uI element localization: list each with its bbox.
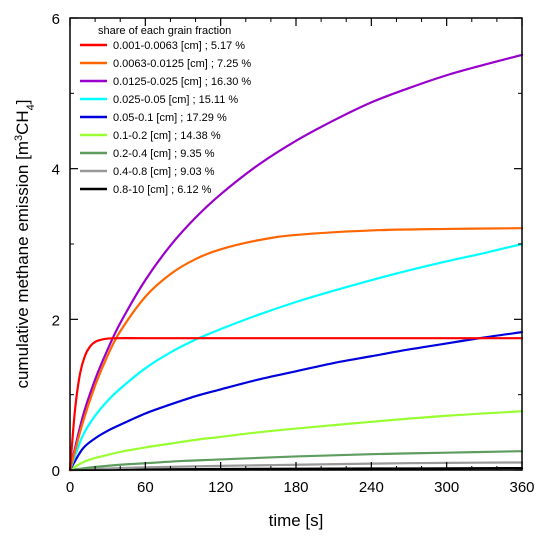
x-tick-label-0: 0 bbox=[66, 479, 74, 496]
x-tick-label-2: 120 bbox=[208, 479, 233, 496]
series-line-5 bbox=[68, 331, 524, 472]
y-tick-label-0: 0 bbox=[52, 463, 60, 480]
y-axis-title-part-2: CH bbox=[13, 110, 32, 135]
y-axis-title-part-3: ] bbox=[13, 99, 32, 104]
x-tick-label-4: 240 bbox=[359, 479, 384, 496]
x-tick-label-5: 300 bbox=[434, 479, 459, 496]
x-tick-label-1: 60 bbox=[137, 479, 154, 496]
series-line-3 bbox=[68, 53, 524, 472]
y-tick-label-1: 2 bbox=[52, 312, 60, 329]
series-line-2 bbox=[68, 227, 524, 472]
x-tick-label-3: 180 bbox=[283, 479, 308, 496]
legend-label-9: 0.8-10 [cm] ; 6.12 % bbox=[113, 184, 212, 196]
y-axis-title-sub-4: 4 bbox=[25, 104, 37, 110]
legend-label-3: 0.0125-0.025 [cm] ; 16.30 % bbox=[113, 76, 251, 88]
y-axis-title: cumulative methane emission [m3CH4] bbox=[13, 99, 37, 388]
series-line-7 bbox=[68, 450, 524, 472]
legend-title: share of each grain fraction bbox=[98, 25, 231, 37]
x-axis-title: time [s] bbox=[269, 511, 324, 530]
legend-label-7: 0.2-0.4 [cm] ; 9.35 % bbox=[113, 148, 215, 160]
series-line-4 bbox=[68, 242, 524, 472]
y-tick-label-2: 4 bbox=[52, 162, 60, 179]
series-line-6 bbox=[68, 410, 524, 472]
legend-label-8: 0.4-0.8 [cm] ; 9.03 % bbox=[113, 166, 215, 178]
series-line-1 bbox=[68, 337, 524, 472]
series-layer bbox=[68, 53, 524, 472]
ticks-layer: 0 60 120 180 240 300 360 0 2 4 6 bbox=[52, 11, 535, 496]
x-tick-label-6: 360 bbox=[509, 479, 534, 496]
legend-label-6: 0.1-0.2 [cm] ; 14.38 % bbox=[113, 130, 221, 142]
y-axis-title-sup-3: 3 bbox=[13, 135, 25, 141]
legend: share of each grain fraction 0.001-0.006… bbox=[80, 25, 251, 196]
y-tick-label-3: 6 bbox=[52, 11, 60, 28]
legend-label-2: 0.0063-0.0125 [cm] ; 7.25 % bbox=[113, 58, 251, 70]
legend-label-1: 0.001-0.0063 [cm] ; 5.17 % bbox=[113, 40, 245, 52]
y-axis-title-part-1: cumulative methane emission [m bbox=[13, 141, 32, 389]
series-line-8 bbox=[68, 461, 524, 472]
legend-label-4: 0.025-0.05 [cm] ; 15.11 % bbox=[113, 94, 238, 106]
legend-label-5: 0.05-0.1 [cm] ; 17.29 % bbox=[113, 112, 227, 124]
